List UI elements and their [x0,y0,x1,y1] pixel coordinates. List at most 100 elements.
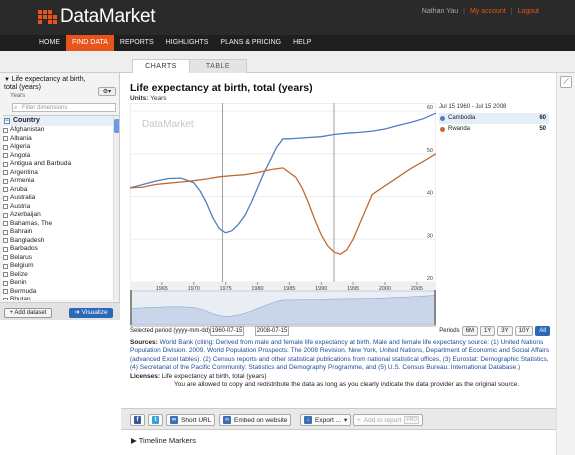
line-chart-icon[interactable]: ⟋ [560,76,572,88]
country-item[interactable]: Argentina [3,169,119,178]
sources-label: Sources: [130,339,158,346]
nav-find-data[interactable]: FIND DATA [66,35,114,51]
country-checkbox[interactable] [3,272,8,277]
line-chart[interactable]: DataMarket 20 30 40 50 60 1965 1970 1975 1980 1985… [130,103,436,327]
chart-panel: Life expectancy at birth, total (years) … [121,73,556,408]
country-checkbox[interactable] [3,127,8,133]
country-item[interactable]: Antigua and Barbuda [3,160,119,169]
country-item[interactable]: Barbados [3,245,119,254]
dataset-title[interactable]: ▼ Life expectancy at birth, total (years… [4,76,96,92]
navigator-handle-left[interactable] [130,290,132,326]
add-dataset-label: Add dataset [14,310,47,316]
start-date-input[interactable]: 1960-07-15 [210,326,244,336]
chevron-down-icon: ▾ [344,416,348,424]
country-checkbox[interactable] [3,280,8,286]
country-checkbox[interactable] [3,297,8,300]
country-checkbox[interactable] [3,255,8,260]
country-label: Algeria [10,143,31,150]
country-checkbox[interactable] [3,246,8,252]
tab-table[interactable]: TABLE [189,59,247,73]
country-checkbox[interactable] [3,161,8,167]
country-checkbox[interactable] [3,221,8,226]
period-3y-button[interactable]: 3Y [497,326,513,336]
country-item[interactable]: Bangladesh [3,237,119,246]
country-item[interactable]: Aruba [3,186,119,195]
sidebar-actions: + Add dataset ➜ Visualize [0,302,120,320]
add-report-label: Add to report [363,416,402,424]
country-item[interactable]: Afghanistan [3,126,119,135]
timeline-markers[interactable]: ▶ Timeline Markers [121,430,556,455]
scrollbar-thumb[interactable] [114,119,119,133]
facebook-button[interactable]: f [130,414,145,426]
navigator-handle-right[interactable] [434,290,436,326]
logout-link[interactable]: Logout [517,8,539,15]
series-line-rwanda[interactable] [130,153,436,255]
short-url-button[interactable]: ∞ Short URL [166,414,216,426]
legend-item-rwanda[interactable]: Rwanda 50 [439,124,549,135]
end-date-input[interactable]: 2008-07-15 [255,326,289,336]
tab-charts[interactable]: CHARTS [132,59,190,74]
series-line-cambodia[interactable] [130,112,436,234]
dimension-header[interactable]: − Country [3,116,119,126]
country-checkbox[interactable] [3,170,8,175]
nav-reports[interactable]: REPORTS [119,39,154,46]
collapse-minus-icon[interactable]: − [4,118,10,124]
add-to-report-button[interactable]: + Add to report PRO [353,414,424,426]
export-button[interactable]: ↓ Export ... ▾ [300,414,352,426]
country-item[interactable]: Belize [3,271,119,280]
add-dataset-button[interactable]: + Add dataset [4,308,52,318]
units-value: Years [150,95,167,102]
embed-button[interactable]: ‹› Embed on website [219,414,292,426]
country-label: Belarus [10,253,33,261]
x-tick-label: 2005 [411,286,423,292]
period-1y-button[interactable]: 1Y [479,326,496,336]
country-checkbox[interactable] [3,153,8,158]
y-tick-label: 40 [427,191,433,197]
country-item[interactable]: Austria [3,203,119,212]
country-checkbox[interactable] [3,178,8,184]
country-item[interactable]: Bahamas, The [3,220,119,229]
nav-help[interactable]: HELP [293,39,312,46]
period-10y-button[interactable]: 10Y [514,326,534,336]
list-scrollbar[interactable] [113,116,119,300]
legend-item-cambodia[interactable]: Cambodia 60 [439,113,549,124]
y-tick-label: 50 [427,148,433,154]
country-item[interactable]: Azerbaijan [3,211,119,220]
country-checkbox[interactable] [3,136,8,141]
filter-dimensions-input[interactable]: ⌕ Filter dimensions [12,103,116,112]
country-checkbox[interactable] [3,263,8,269]
country-checkbox[interactable] [3,144,8,150]
visualize-button[interactable]: ➜ Visualize [69,308,113,318]
collapse-arrow-icon[interactable]: ▼ [4,77,12,83]
country-checkbox[interactable] [3,212,8,218]
country-checkbox[interactable] [3,289,8,294]
my-account-link[interactable]: My account [469,8,506,15]
nav-highlights[interactable]: HIGHLIGHTS [165,39,209,46]
country-checkbox[interactable] [3,229,8,235]
country-item[interactable]: Algeria [3,143,119,152]
country-item[interactable]: Belarus [3,254,119,263]
country-checkbox[interactable] [3,238,8,243]
sources-text[interactable]: World Bank (citing: Derived from male an… [130,339,550,372]
datamarket-logo[interactable]: DataMarket [38,6,156,28]
period-all-button[interactable]: All [535,326,550,336]
country-item[interactable]: Bermuda [3,288,119,297]
country-item[interactable]: Belgium [3,262,119,271]
period-6m-button[interactable]: 6M [461,326,478,336]
country-item[interactable]: Bhutan [3,296,119,300]
twitter-button[interactable]: t [148,414,163,426]
country-checkbox[interactable] [3,195,8,201]
timeline-toggle[interactable]: ▶ Timeline Markers [131,436,196,445]
country-item[interactable]: Bahrain [3,228,119,237]
country-checkbox[interactable] [3,187,8,192]
country-checkbox[interactable] [3,204,8,209]
country-item[interactable]: Australia [3,194,119,203]
country-item[interactable]: Armenia [3,177,119,186]
country-item[interactable]: Albania [3,135,119,144]
settings-button[interactable]: ⚙▾ [98,87,116,96]
country-item[interactable]: Benin [3,279,119,288]
nav-home[interactable]: HOME [39,39,60,46]
nav-plans-pricing[interactable]: PLANS & PRICING [220,39,282,46]
search-icon: ⌕ [14,105,18,111]
country-item[interactable]: Angola [3,152,119,161]
